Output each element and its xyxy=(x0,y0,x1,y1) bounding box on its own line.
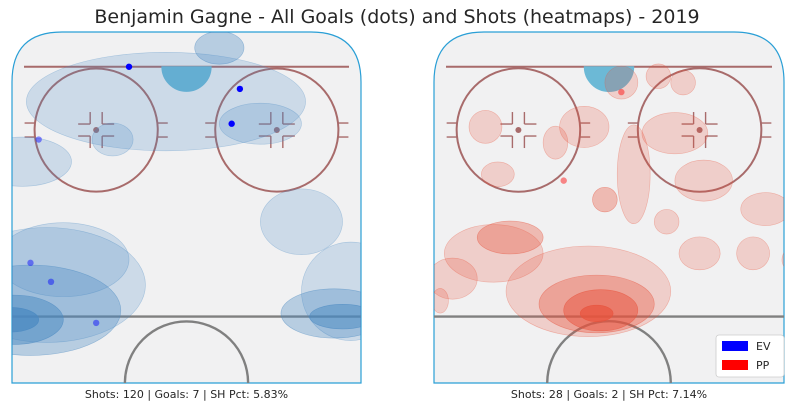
center-circle xyxy=(123,320,250,384)
faceoff-circle-right xyxy=(636,67,763,193)
ev-rink-panel: Shots: 120 | Goals: 7 | SH Pct: 5.83% xyxy=(11,31,362,401)
heat-contour xyxy=(309,303,361,330)
faceoff-circle-right xyxy=(214,67,340,193)
goal-dot xyxy=(228,120,235,127)
heat-contour xyxy=(260,188,343,255)
panel-caption: Shots: 28 | Goals: 2 | SH Pct: 7.14% xyxy=(511,388,707,401)
faceoff-circle-left xyxy=(33,67,159,193)
goal-dot xyxy=(92,319,100,327)
heat-contour xyxy=(476,220,544,255)
chart-title: Benjamin Gagne - All Goals (dots) and Sh… xyxy=(94,6,700,28)
faceoff-dot-left xyxy=(93,127,100,134)
panel-caption: Shots: 120 | Goals: 7 | SH Pct: 5.83% xyxy=(85,388,288,401)
heat-contour xyxy=(434,257,478,300)
heat-contour xyxy=(468,110,503,144)
goal-crease xyxy=(583,66,635,92)
rink-boards xyxy=(11,31,362,384)
legend-swatch-ev xyxy=(722,341,748,351)
heat-contour xyxy=(740,192,784,226)
heat-contour xyxy=(481,161,515,187)
goal-dot xyxy=(236,85,244,93)
legend-label-ev: EV xyxy=(756,340,771,353)
heat-contour xyxy=(670,69,696,96)
pp-rink-panel: Shots: 28 | Goals: 2 | SH Pct: 7.14% xyxy=(433,31,785,401)
legend-swatch-pp xyxy=(722,360,748,370)
heat-contour xyxy=(641,112,709,155)
goal-crease xyxy=(161,66,212,92)
goal-dot xyxy=(35,136,42,143)
heat-contour xyxy=(434,288,449,314)
heat-contour xyxy=(194,32,245,65)
heat-contour xyxy=(559,105,610,148)
heat-contour xyxy=(674,159,733,202)
faceoff-circle-left xyxy=(455,67,582,193)
heat-contour xyxy=(645,63,672,89)
legend-label-pp: PP xyxy=(756,359,770,372)
faceoff-dot-right xyxy=(273,127,280,134)
goal-dot xyxy=(560,177,567,184)
heat-contour xyxy=(12,136,72,187)
heat-contour xyxy=(604,65,639,100)
legend: EV PP xyxy=(715,334,785,378)
heat-contour xyxy=(653,209,680,235)
heatmap xyxy=(12,32,361,356)
heat-contour xyxy=(219,102,302,145)
heat-contour xyxy=(443,224,544,283)
heat-contour xyxy=(12,222,130,297)
heat-contour xyxy=(91,122,134,157)
heat-contour xyxy=(781,247,784,273)
heat-contour xyxy=(678,236,721,271)
goal-dot xyxy=(27,259,34,267)
heat-contour xyxy=(616,124,651,225)
heat-contour xyxy=(26,51,306,152)
heat-contour xyxy=(579,304,614,322)
goal-dot xyxy=(618,88,625,96)
goal-dot xyxy=(47,278,55,286)
faceoff-dot-left xyxy=(515,127,522,134)
heat-contour xyxy=(12,307,39,333)
goal-dot xyxy=(125,63,133,70)
heatmap xyxy=(434,63,784,337)
heat-contour xyxy=(12,227,146,343)
heat-contour xyxy=(736,236,770,271)
heat-contour xyxy=(542,125,569,160)
rink-boards xyxy=(433,31,785,384)
heat-contour xyxy=(592,186,618,213)
faceoff-dot-right xyxy=(696,127,703,134)
